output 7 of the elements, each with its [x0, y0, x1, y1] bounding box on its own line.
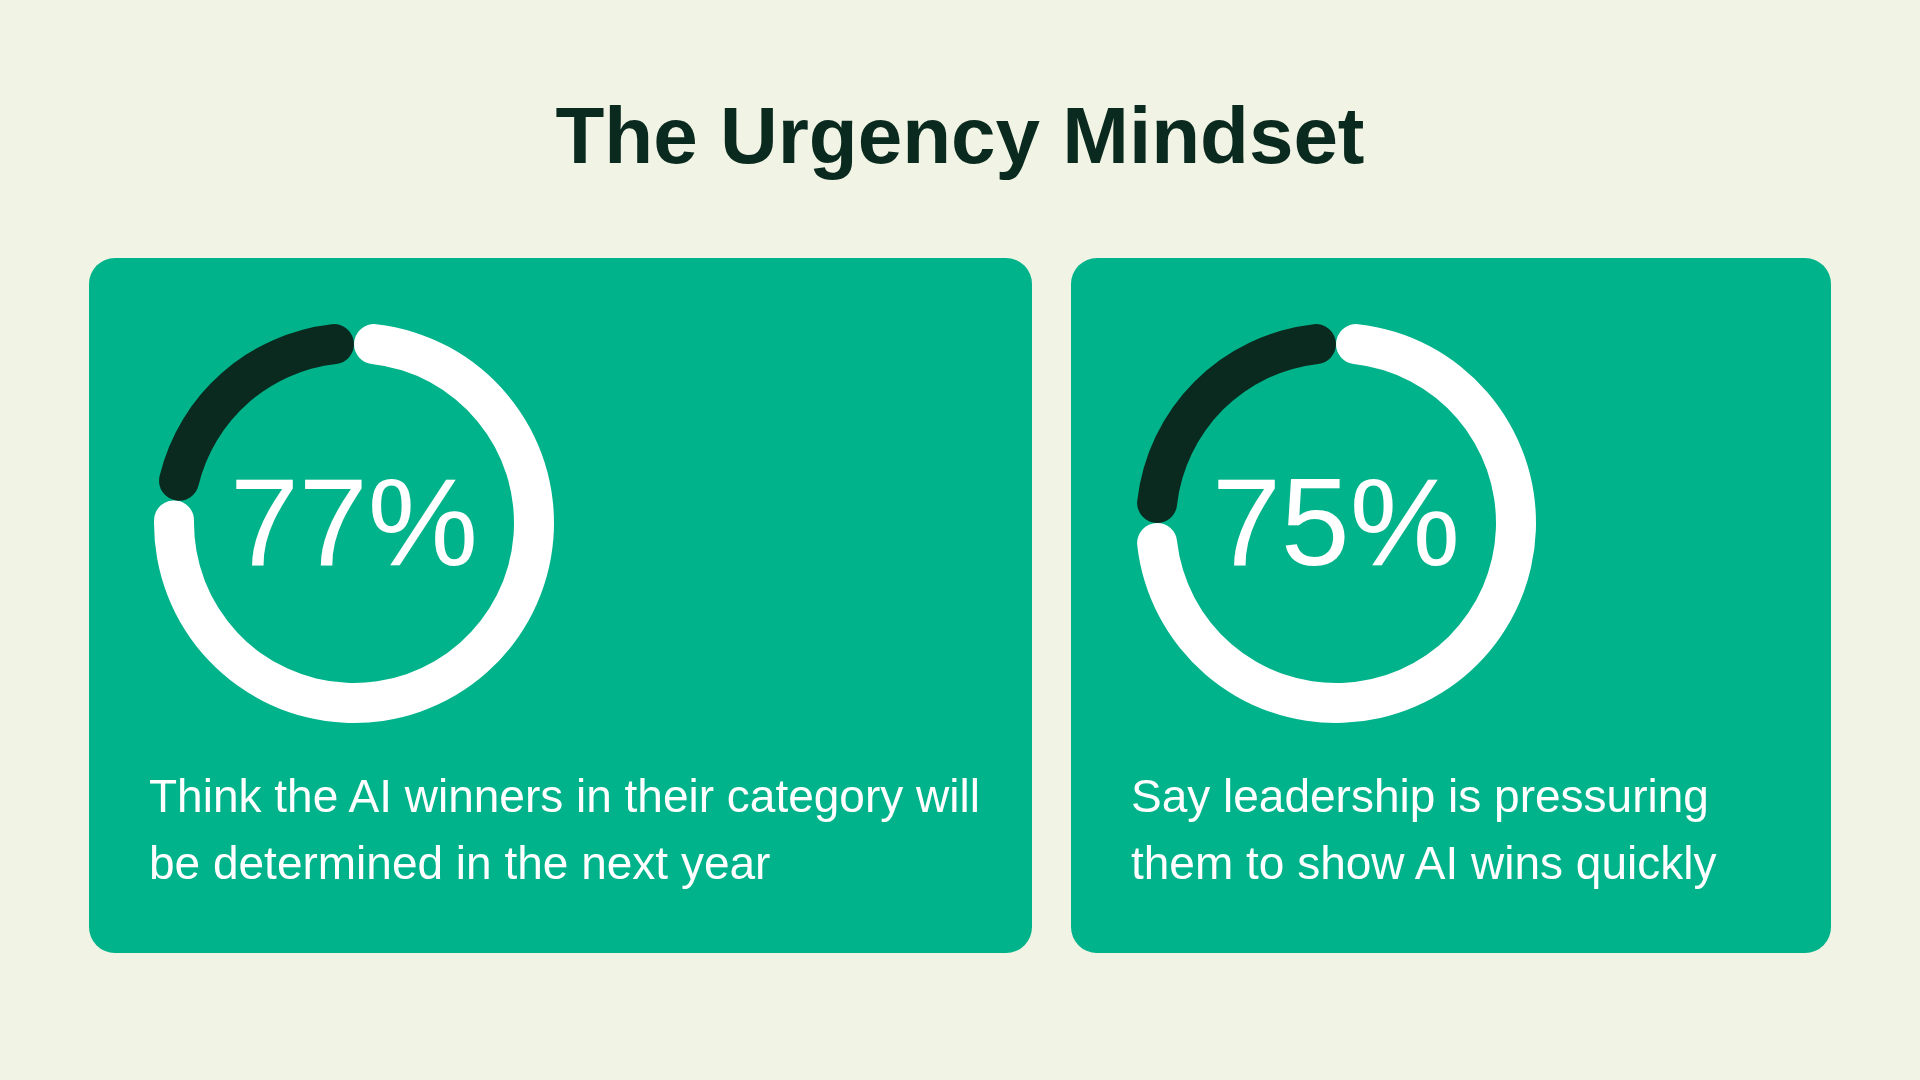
data-label: 77% — [229, 453, 479, 591]
data-label: 75% — [1211, 453, 1461, 591]
donut-slice — [154, 324, 554, 723]
text: Say leadership is pressuring them to show AI wins quickly — [1131, 769, 1718, 891]
donut-slice — [1137, 324, 1536, 723]
text: The Urgency Mindset — [554, 90, 1366, 182]
text: Think the AI winners in their category will be determined in the next year — [149, 769, 981, 891]
